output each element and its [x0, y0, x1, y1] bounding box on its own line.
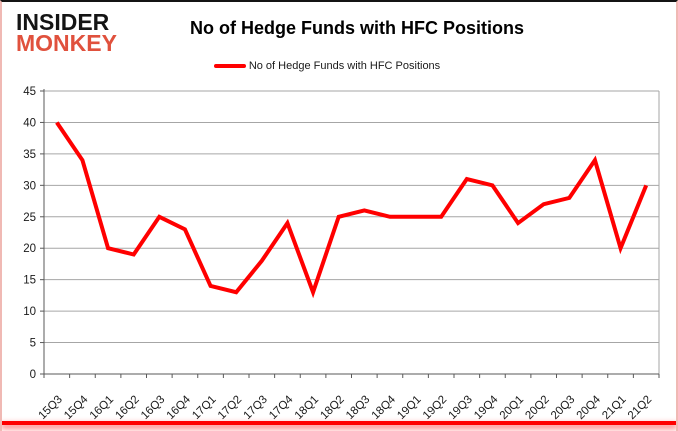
- y-tick-label: 30: [23, 180, 36, 192]
- x-tick-label: 20Q4: [575, 393, 604, 422]
- x-tick-label: 18Q1: [293, 394, 321, 422]
- x-tick-label: 19Q2: [421, 394, 449, 422]
- x-tick-label: 19Q4: [472, 393, 501, 422]
- data-line-hedge-funds: [55, 121, 649, 299]
- insider-monkey-logo: INSIDER MONKEY: [16, 9, 117, 57]
- y-tick-label: 40: [23, 117, 36, 129]
- y-tick-label: 15: [23, 275, 36, 287]
- x-tick-label: 17Q3: [242, 394, 270, 422]
- x-tick-label: 15Q3: [37, 394, 65, 422]
- x-tick-label: 15Q4: [62, 393, 91, 422]
- y-tick-label: 45: [23, 86, 36, 98]
- y-tick-label: 20: [23, 243, 36, 255]
- x-tick-label: 20Q1: [498, 394, 526, 422]
- x-tick-label: 17Q4: [267, 393, 296, 422]
- logo-line-monkey: MONKEY: [16, 30, 117, 57]
- legend-label: No of Hedge Funds with HFC Positions: [248, 60, 441, 72]
- x-tick-label: 19Q3: [447, 394, 475, 422]
- x-tick-label: 20Q3: [549, 394, 577, 422]
- x-tick-label: 19Q1: [395, 394, 423, 422]
- x-tick-label: 16Q3: [139, 394, 167, 422]
- y-tick-label: 25: [23, 212, 36, 224]
- x-tick-label: 20Q2: [523, 394, 551, 422]
- x-tick-label: 18Q2: [318, 394, 346, 422]
- y-tick-label: 35: [23, 149, 36, 161]
- logo-line-insider: INSIDER: [16, 9, 110, 35]
- y-tick-label: 10: [23, 306, 36, 318]
- y-tick-label: 0: [30, 369, 36, 381]
- x-tick-label: 18Q4: [370, 393, 399, 422]
- x-tick-label: 17Q1: [190, 394, 218, 422]
- y-tick-label: 5: [30, 338, 36, 350]
- chart-title: No of Hedge Funds with HFC Positions: [190, 18, 524, 38]
- chart-legend: No of Hedge Funds with HFC Positions: [2, 60, 652, 72]
- legend-line-swatch: [213, 64, 246, 68]
- x-tick-label: 21Q1: [600, 394, 628, 422]
- x-tick-label: 16Q1: [88, 394, 116, 422]
- bottom-accent-bar: [2, 421, 676, 425]
- x-tick-label: 16Q2: [113, 394, 141, 422]
- x-tick-label: 18Q3: [344, 394, 372, 422]
- x-tick-label: 21Q2: [626, 394, 654, 422]
- x-tick-label: 16Q4: [165, 393, 194, 422]
- x-tick-label: 17Q2: [216, 394, 244, 422]
